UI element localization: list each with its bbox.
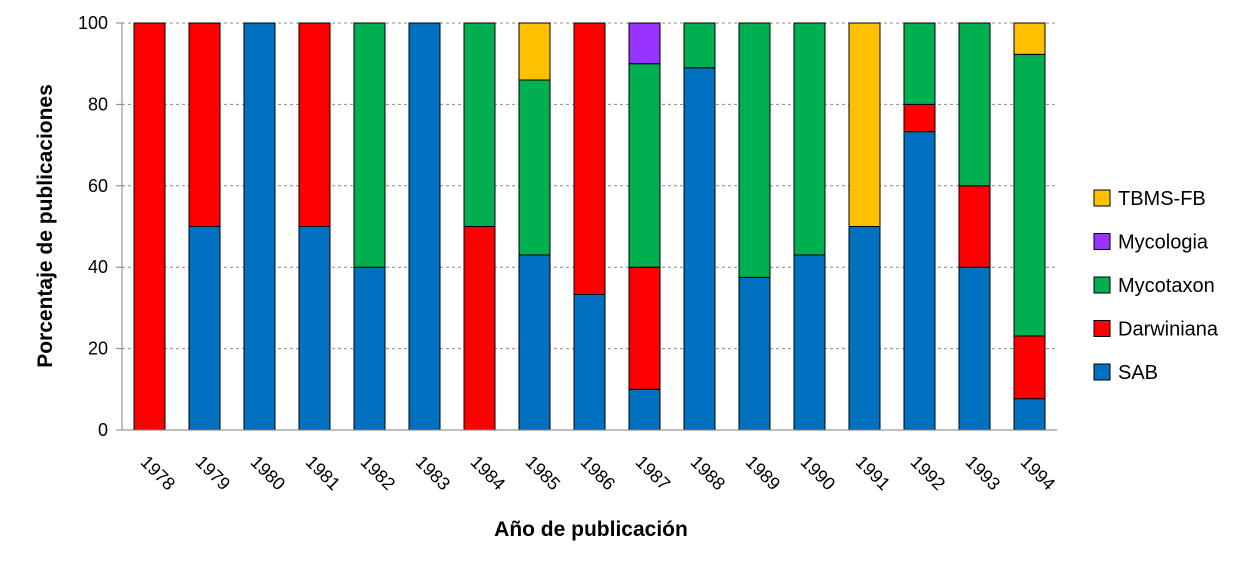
bar-segment-darwiniana-1987: [628, 266, 661, 390]
x-tick-label: 1994: [1017, 452, 1059, 494]
legend-swatch-sab: [1093, 363, 1111, 381]
x-tick-label: 1978: [137, 452, 179, 494]
x-tick-label: 1984: [467, 452, 509, 494]
bar-segment-tbms-fb-1985: [518, 22, 551, 81]
x-tick-label: 1987: [632, 452, 674, 494]
legend-swatch-mycotaxon: [1093, 276, 1111, 294]
bar-segment-sab-1985: [518, 254, 551, 431]
y-tick-label: 0: [98, 420, 108, 440]
x-tick-label: 1988: [687, 452, 729, 494]
x-tick-label: 1980: [247, 452, 289, 494]
bar-segment-sab-1993: [958, 266, 991, 431]
bar-segment-darwiniana-1984: [463, 226, 496, 431]
legend-label: TBMS-FB: [1118, 188, 1206, 210]
bar-segment-tbms-fb-1994: [1013, 22, 1046, 55]
bar-segment-darwiniana-1994: [1013, 335, 1046, 400]
legend: TBMS-FB Mycologia Mycotaxon Darwiniana SAB: [1093, 188, 1219, 384]
bar-segment-sab-1982: [353, 266, 386, 431]
bar-segment-darwiniana-1986: [573, 22, 606, 295]
axes: [116, 22, 1057, 431]
x-tick-label: 1986: [577, 452, 619, 494]
bar-segment-sab-1988: [683, 67, 716, 431]
x-tick-label: 1983: [412, 452, 454, 494]
bar-segment-sab-1981: [298, 226, 331, 431]
x-tick-label: 1991: [852, 452, 894, 494]
bar-segment-darwiniana-1978: [133, 22, 166, 431]
y-tick-label: 100: [78, 13, 108, 33]
x-tick-labels: 1978 1979 1980 1981 1982 1983 1984 1985 1986 1987…: [137, 452, 1059, 494]
bar-segment-tbms-fb-1991: [848, 22, 881, 227]
bar-segment-mycotaxon-1994: [1013, 53, 1046, 337]
x-tick-label: 1989: [742, 452, 784, 494]
bar-segment-sab-1986: [573, 293, 606, 431]
bars: [133, 22, 1046, 431]
bar-segment-darwiniana-1981: [298, 22, 331, 227]
x-axis-title: Año de publicación: [494, 518, 688, 541]
x-tick-label: 1990: [797, 452, 839, 494]
bar-segment-sab-1980: [243, 22, 276, 431]
bar-segment-mycologia-1987: [628, 22, 661, 65]
legend-swatch-mycologia: [1093, 233, 1111, 250]
legend-label: Darwiniana: [1118, 319, 1219, 341]
bar-segment-sab-1987: [628, 388, 661, 431]
bar-segment-mycotaxon-1993: [958, 22, 991, 187]
bar-segment-sab-1990: [793, 254, 826, 431]
x-tick-label: 1985: [522, 452, 564, 494]
legend-label: Mycologia: [1118, 232, 1209, 254]
bar-segment-darwiniana-1992: [903, 103, 936, 133]
bar-segment-sab-1983: [408, 22, 441, 431]
bar-segment-mycotaxon-1992: [903, 22, 936, 105]
bar-segment-mycotaxon-1982: [353, 22, 386, 268]
bar-segment-sab-1991: [848, 226, 881, 431]
bar-segment-sab-1994: [1013, 398, 1046, 431]
y-axis-title: Porcentaje de publicaciones: [34, 84, 57, 368]
legend-label: Mycotaxon: [1118, 275, 1215, 297]
y-tick-label: 60: [88, 176, 108, 196]
x-tick-label: 1992: [907, 452, 949, 494]
x-tick-label: 1993: [962, 452, 1004, 494]
bar-segment-mycotaxon-1990: [793, 22, 826, 256]
y-tick-label: 20: [88, 339, 108, 359]
legend-label: SAB: [1118, 362, 1158, 384]
y-tick-label: 40: [88, 257, 108, 277]
bar-segment-darwiniana-1993: [958, 185, 991, 268]
x-tick-label: 1982: [357, 452, 399, 494]
y-tick-label: 80: [88, 94, 108, 114]
bar-segment-sab-1979: [188, 226, 221, 431]
x-tick-label: 1981: [302, 452, 344, 494]
y-tick-labels: 0 20 40 60 80 100: [78, 13, 108, 440]
bar-segment-darwiniana-1979: [188, 22, 221, 227]
legend-swatch-darwiniana: [1093, 320, 1111, 337]
bar-segment-mycotaxon-1987: [628, 63, 661, 268]
bar-segment-sab-1989: [738, 276, 771, 431]
bar-segment-mycotaxon-1984: [463, 22, 496, 227]
bar-segment-mycotaxon-1988: [683, 22, 716, 69]
x-tick-label: 1979: [192, 452, 234, 494]
bar-segment-mycotaxon-1985: [518, 79, 551, 256]
legend-swatch-tbms-fb: [1093, 189, 1111, 207]
bar-segment-mycotaxon-1989: [738, 22, 771, 278]
bar-segment-sab-1992: [903, 131, 936, 431]
